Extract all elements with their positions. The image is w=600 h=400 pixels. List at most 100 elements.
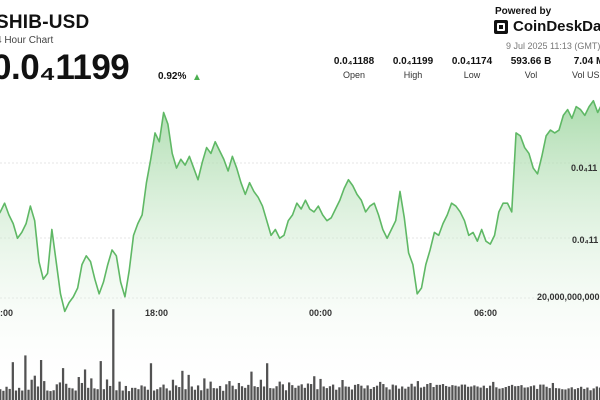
volume-bar bbox=[222, 390, 225, 400]
volume-bar bbox=[388, 389, 391, 400]
volume-bar bbox=[253, 386, 256, 400]
volume-bar bbox=[435, 384, 438, 400]
volume-bar bbox=[514, 386, 517, 400]
volume-bar bbox=[259, 379, 263, 400]
volume-bar bbox=[8, 388, 11, 400]
volume-bar bbox=[576, 388, 580, 400]
volume-bar bbox=[558, 388, 561, 400]
stat-low: 0.0₄1174 Low bbox=[444, 56, 500, 80]
volume-bar bbox=[152, 390, 156, 400]
volume-bar bbox=[190, 386, 193, 400]
volume-bar bbox=[196, 385, 200, 400]
volume-bar bbox=[397, 388, 401, 400]
volume-bar bbox=[83, 369, 87, 400]
volume-bar bbox=[240, 386, 244, 400]
stat-label: Vol bbox=[524, 70, 538, 80]
up-triangle-icon: ▲ bbox=[192, 72, 202, 83]
volume-bar bbox=[36, 386, 40, 400]
volume-bar bbox=[419, 387, 423, 400]
volume-bar bbox=[171, 379, 175, 400]
volume-bar bbox=[598, 387, 600, 400]
volume-bar bbox=[124, 385, 127, 400]
volume-bar bbox=[580, 386, 583, 400]
volume-bar bbox=[570, 387, 573, 400]
volume-bar bbox=[523, 387, 526, 400]
volume-bar bbox=[401, 386, 404, 400]
volume-bar bbox=[445, 385, 448, 400]
volume-bar bbox=[413, 386, 416, 400]
volume-bar bbox=[281, 384, 284, 400]
volume-bar bbox=[215, 388, 219, 400]
volume-bar bbox=[423, 386, 426, 400]
volume-bar bbox=[14, 390, 18, 400]
volume-bar bbox=[517, 385, 520, 400]
volume-bar bbox=[561, 389, 564, 400]
volume-bar bbox=[372, 387, 376, 400]
volume-bar bbox=[27, 389, 30, 400]
stat-high: 0.0₄1199 High bbox=[385, 56, 441, 80]
volume-bar bbox=[341, 380, 344, 400]
volume-bar bbox=[77, 377, 80, 400]
volume-bar bbox=[146, 389, 149, 400]
volume-bar bbox=[331, 384, 335, 400]
volume-bar bbox=[589, 390, 592, 400]
volume-bar bbox=[225, 384, 228, 400]
volume-bar bbox=[498, 388, 501, 400]
volume-bar bbox=[218, 385, 222, 400]
price-line bbox=[0, 99, 600, 313]
volume-bar bbox=[520, 385, 523, 400]
volume-bar bbox=[595, 386, 598, 400]
stat-value: 593.66 B bbox=[510, 56, 552, 67]
volume-bar bbox=[375, 385, 379, 400]
volume-bar bbox=[416, 381, 420, 400]
volume-bar bbox=[460, 384, 463, 400]
volume-bar bbox=[504, 387, 507, 400]
y-tick-label: 0.0₄11 bbox=[572, 235, 598, 245]
volume-bar bbox=[510, 384, 514, 400]
volume-bar bbox=[237, 382, 241, 400]
volume-bar bbox=[583, 388, 586, 400]
volume-bar bbox=[532, 385, 536, 400]
volume-bar bbox=[68, 387, 71, 400]
volume-bar bbox=[156, 389, 159, 400]
current-price: 0.0₄1199 bbox=[0, 48, 130, 87]
volume-bar bbox=[441, 384, 445, 400]
volume-bar bbox=[309, 384, 313, 400]
volume-bar bbox=[21, 390, 24, 400]
volume-bar bbox=[473, 385, 476, 400]
volume-bar bbox=[2, 390, 5, 400]
volume-bar bbox=[366, 385, 369, 400]
volume-bars bbox=[0, 309, 600, 400]
y-axis-ticks: 0.0₄11 0.0₄11 20,000,000,000 bbox=[537, 163, 600, 302]
volume-bar bbox=[284, 390, 288, 400]
volume-bar bbox=[319, 378, 322, 400]
volume-bar bbox=[482, 385, 485, 400]
volume-bar bbox=[109, 385, 112, 400]
volume-bar bbox=[303, 387, 306, 400]
volume-bar bbox=[0, 389, 2, 400]
volume-bar bbox=[564, 389, 567, 400]
volume-bar bbox=[325, 388, 328, 400]
volume-bar bbox=[407, 386, 410, 400]
volume-bar bbox=[231, 385, 234, 400]
volume-bar bbox=[200, 390, 203, 400]
volume-bar bbox=[52, 390, 55, 400]
volume-bar bbox=[61, 368, 65, 400]
volume-bar bbox=[193, 389, 197, 400]
volume-bar bbox=[174, 385, 178, 400]
volume-bar bbox=[87, 387, 90, 400]
volume-bar bbox=[24, 355, 27, 400]
stat-open: 0.0₄1188 Open bbox=[326, 56, 382, 80]
volume-bar bbox=[542, 384, 545, 400]
volume-bar bbox=[507, 385, 511, 400]
volume-bar bbox=[404, 388, 407, 400]
volume-bar bbox=[55, 384, 58, 400]
volume-bar bbox=[80, 382, 84, 400]
volume-bar bbox=[529, 386, 533, 400]
x-tick-label: 18:00 bbox=[145, 308, 168, 318]
volume-bar bbox=[470, 386, 473, 400]
volume-bar bbox=[102, 389, 106, 400]
volume-bar bbox=[93, 388, 96, 400]
volume-bar bbox=[369, 388, 372, 400]
volume-bar bbox=[149, 363, 153, 400]
